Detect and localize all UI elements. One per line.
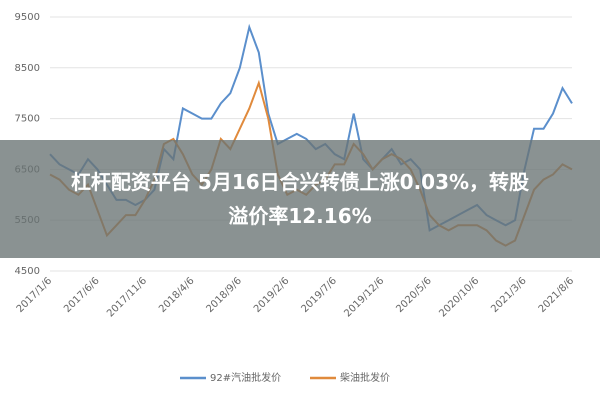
- x-tick-label: 2018/9/6: [205, 275, 245, 315]
- y-tick-label: 8500: [15, 63, 40, 74]
- x-tick-label: 2017/6/6: [62, 275, 102, 315]
- banner: 杠杆配资平台 5月16日合兴转债上涨0.03%，转股 溢价率12.16%: [0, 140, 600, 258]
- y-tick-label: 9500: [15, 12, 40, 23]
- legend-label: 92#汽油批发价: [210, 371, 281, 384]
- x-tick-label: 2018/4/6: [157, 275, 197, 315]
- x-tick-label: 2019/12/6: [342, 275, 386, 319]
- x-tick-label: 2020/5/6: [394, 275, 434, 315]
- x-tick-label: 2021/3/6: [489, 275, 529, 315]
- legend-label: 柴油批发价: [340, 371, 390, 384]
- x-tick-label: 2021/8/6: [537, 275, 577, 315]
- banner-line: 杠杆配资平台 5月16日合兴转债上涨0.03%，转股: [70, 170, 530, 194]
- x-tick-label: 2019/7/6: [299, 275, 339, 315]
- x-tick-label: 2017/1/6: [15, 275, 55, 315]
- y-tick-label: 7500: [15, 114, 40, 125]
- y-tick-label: 4500: [15, 266, 40, 277]
- x-tick-label: 2017/11/6: [105, 275, 149, 319]
- banner-line: 溢价率12.16%: [228, 204, 372, 228]
- x-tick-label: 2020/10/6: [437, 275, 481, 319]
- x-tick-label: 2019/2/6: [252, 275, 292, 315]
